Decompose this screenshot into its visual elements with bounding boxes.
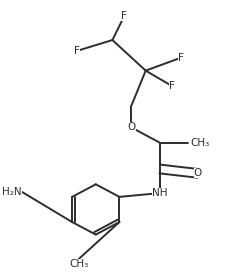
Text: F: F xyxy=(178,52,184,62)
Text: F: F xyxy=(121,11,127,21)
Text: O: O xyxy=(193,169,201,178)
Text: NH: NH xyxy=(152,188,167,198)
Text: CH₃: CH₃ xyxy=(69,259,88,269)
Text: F: F xyxy=(168,81,174,91)
Text: H₂N: H₂N xyxy=(2,187,22,197)
Text: O: O xyxy=(127,122,135,133)
Text: F: F xyxy=(74,46,79,56)
Text: CH₃: CH₃ xyxy=(190,138,209,148)
